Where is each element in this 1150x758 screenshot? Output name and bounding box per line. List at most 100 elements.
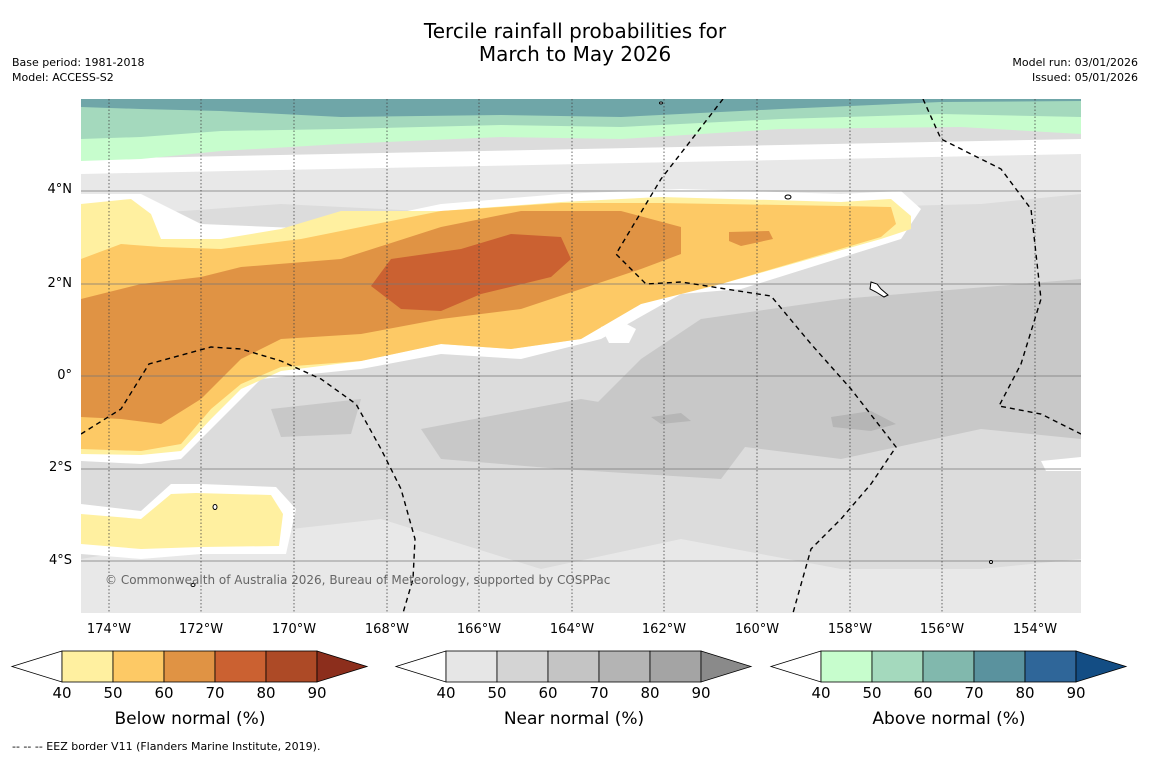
lon-label-160w: 160°W: [734, 622, 780, 637]
island-2: [869, 281, 889, 298]
below-colorbar-segment-5: [265, 650, 318, 683]
colorbar-above: [769, 650, 1128, 683]
near-normal-70-patch: [651, 413, 691, 424]
cb-below-tick-40: 40: [52, 684, 72, 702]
info-right: Model run: 03/01/2026 Issued: 05/01/2026: [1012, 55, 1138, 85]
above-colorbar-segment-4: [973, 650, 1026, 683]
base-period-text: Base period: 1981-2018: [12, 56, 145, 69]
island-6: [190, 583, 196, 587]
below-colorbar-arrow-right: [316, 650, 369, 683]
lon-label-158w: 158°W: [827, 622, 873, 637]
colorbar-below-segments: [10, 650, 369, 683]
cb-above-tick-90: 90: [1066, 684, 1086, 702]
probability-map: © Commonwealth of Australia 2026, Bureau…: [81, 99, 1081, 613]
above-colorbar-segment-1: [820, 650, 873, 683]
lat-label-2n: 2°N: [47, 276, 73, 291]
above-colorbar-arrow-left: [769, 650, 822, 683]
colorbar-near-title: Near normal (%): [503, 709, 645, 729]
colorbar-above-title: Above normal (%): [872, 709, 1026, 729]
map-title: Tercile rainfall probabilities for March…: [0, 20, 1150, 66]
below-normal-60-east-patch: [729, 231, 773, 246]
info-left: Base period: 1981-2018 Model: ACCESS-S2: [12, 55, 144, 85]
above-colorbar-segment-2: [871, 650, 924, 683]
lat-label-2s: 2°S: [48, 460, 72, 475]
below-normal-70: [371, 234, 571, 311]
cb-near-tick-70: 70: [589, 684, 609, 702]
cb-near-tick-60: 60: [538, 684, 558, 702]
lat-label-4s: 4°S: [48, 553, 72, 568]
model-run-text: Model run: 03/01/2026: [1012, 56, 1138, 69]
near-colorbar-segment-4: [598, 650, 651, 683]
issued-text: Issued: 05/01/2026: [1031, 71, 1138, 84]
near-colorbar-arrow-right: [700, 650, 753, 683]
cb-above-tick-60: 60: [913, 684, 933, 702]
below-colorbar-arrow-left: [10, 650, 63, 683]
colorbar-near-segments: [394, 650, 753, 683]
below-normal-southwest-40: [81, 493, 283, 549]
island-5: [989, 560, 993, 564]
lon-label-162w: 162°W: [641, 622, 687, 637]
eez-borders: [81, 99, 1081, 613]
cb-below-tick-90: 90: [307, 684, 327, 702]
lat-label-eq: 0°: [57, 368, 72, 383]
below-colorbar-segment-3: [163, 650, 216, 683]
lon-label-170w: 170°W: [271, 622, 317, 637]
near-colorbar-arrow-left: [394, 650, 447, 683]
above-normal-60: [81, 99, 1081, 117]
near-colorbar-segment-1: [445, 650, 498, 683]
below-colorbar-segment-2: [112, 650, 165, 683]
eez-footnote: -- -- -- EEZ border V11 (Flanders Marine…: [12, 740, 321, 753]
above-colorbar-segment-3: [922, 650, 975, 683]
lon-label-172w: 172°W: [178, 622, 224, 637]
cb-above-tick-40: 40: [811, 684, 831, 702]
near-normal-40-south: [81, 519, 1081, 613]
lon-label-156w: 156°W: [919, 622, 965, 637]
eez-border-west: [81, 346, 416, 613]
cb-near-tick-80: 80: [640, 684, 660, 702]
cb-below-tick-70: 70: [205, 684, 225, 702]
lon-gridlines: [108, 99, 1036, 613]
cb-near-tick-90: 90: [691, 684, 711, 702]
cb-below-tick-80: 80: [256, 684, 276, 702]
cb-below-tick-60: 60: [154, 684, 174, 702]
colorbar-near: [394, 650, 753, 683]
lat-label-4n: 4°N: [47, 182, 73, 197]
near-colorbar-segment-2: [496, 650, 549, 683]
cb-above-tick-50: 50: [862, 684, 882, 702]
cb-above-tick-70: 70: [964, 684, 984, 702]
near-normal-60-center: [271, 399, 361, 437]
cb-below-tick-50: 50: [103, 684, 123, 702]
near-normal-40-north: [81, 154, 1081, 229]
cb-above-tick-80: 80: [1015, 684, 1035, 702]
lon-label-166w: 166°W: [456, 622, 502, 637]
lat-gridlines: [81, 190, 1081, 562]
near-normal-60-mid: [421, 399, 781, 479]
island-4: [659, 101, 663, 105]
below-colorbar-segment-1: [61, 650, 114, 683]
eez-border-east: [922, 99, 1081, 435]
lon-label-174w: 174°W: [86, 622, 132, 637]
white-hole-1: [601, 321, 636, 343]
map-title-line2: March to May 2026: [478, 42, 672, 66]
near-colorbar-segment-5: [649, 650, 702, 683]
map-title-line1: Tercile rainfall probabilities for: [423, 19, 727, 43]
near-colorbar-segment-3: [547, 650, 600, 683]
near-normal-60-east: [581, 279, 1081, 459]
colorbar-above-segments: [769, 650, 1128, 683]
above-colorbar-arrow-right: [1075, 650, 1128, 683]
below-colorbar-segment-4: [214, 650, 267, 683]
above-colorbar-segment-5: [1024, 650, 1077, 683]
lon-label-164w: 164°W: [549, 622, 595, 637]
island-1: [784, 194, 792, 200]
white-hole-2: [1041, 457, 1081, 471]
lon-label-168w: 168°W: [364, 622, 410, 637]
islands: [190, 101, 993, 587]
cb-near-tick-50: 50: [487, 684, 507, 702]
copyright-text: © Commonwealth of Australia 2026, Bureau…: [105, 573, 610, 587]
colorbar-below: [10, 650, 369, 683]
island-3: [212, 504, 218, 510]
model-text: Model: ACCESS-S2: [12, 71, 114, 84]
lon-label-154w: 154°W: [1012, 622, 1058, 637]
colorbar-below-title: Below normal (%): [114, 709, 266, 729]
cb-near-tick-40: 40: [436, 684, 456, 702]
